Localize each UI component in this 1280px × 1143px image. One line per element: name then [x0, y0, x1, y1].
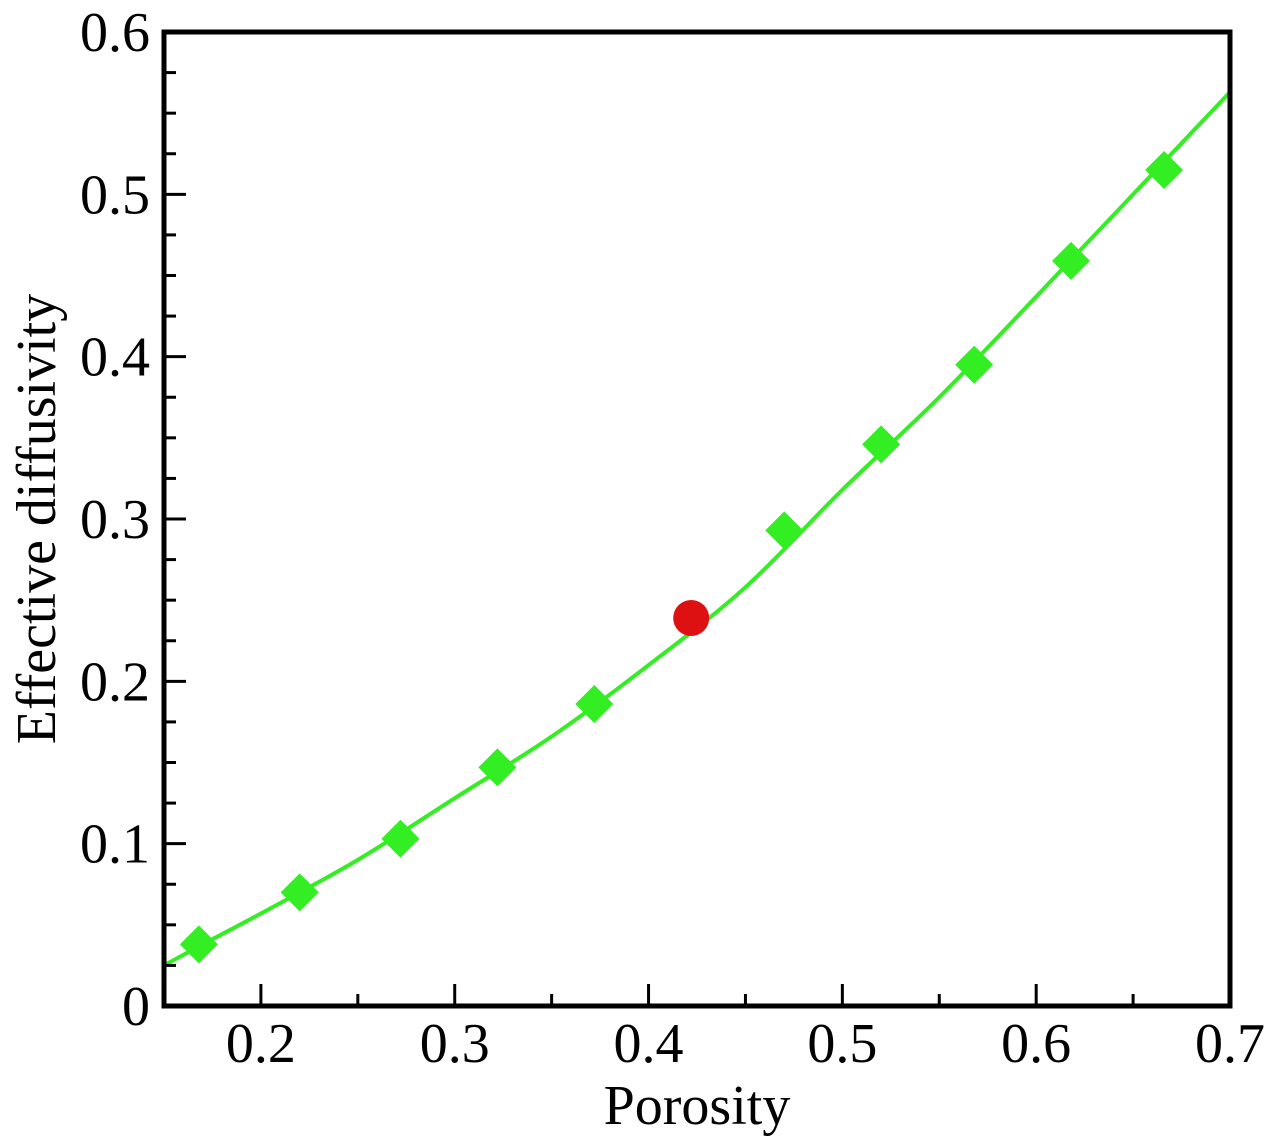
axis-ticks	[162, 30, 1232, 1008]
diamond-marker	[478, 748, 517, 787]
y-tick-label: 0.2	[80, 651, 150, 713]
series-curve	[163, 90, 1232, 968]
diamond-marker	[1052, 241, 1091, 280]
highlight-point	[673, 600, 710, 637]
y-tick-label: 0	[122, 976, 150, 1038]
diamond-marker	[179, 925, 218, 964]
x-tick-label: 0.7	[1195, 1013, 1265, 1075]
x-tick-label: 0.5	[807, 1013, 877, 1075]
diamond-marker	[862, 425, 901, 464]
x-axis-title: Porosity	[604, 1075, 791, 1137]
diamond-marker	[280, 873, 319, 912]
plot-area	[163, 90, 1232, 968]
x-tick-label: 0.3	[420, 1013, 490, 1075]
diamond-marker	[381, 819, 420, 858]
x-tick-label: 0.2	[226, 1013, 296, 1075]
y-tick-label: 0.3	[80, 489, 150, 551]
x-tick-label: 0.4	[614, 1013, 684, 1075]
y-tick-label: 0.4	[80, 327, 150, 389]
y-tick-label: 0.6	[80, 2, 150, 64]
tick-labels: 0.2 0.3 0.4 0.5 0.6 0.7 0 0.1 0.2 0.3 0.4 0.5 0.6	[80, 2, 1265, 1075]
x-tick-label: 0.6	[1001, 1013, 1071, 1075]
diamond-marker	[1145, 150, 1184, 189]
y-tick-label: 0.5	[80, 164, 150, 226]
diamond-marker	[955, 345, 994, 384]
plot-frame	[161, 29, 1233, 1009]
diamond-marker	[765, 511, 804, 550]
y-axis-title: Effective diffusivity	[6, 294, 68, 745]
diamond-marker	[575, 685, 614, 724]
y-tick-label: 0.1	[80, 814, 150, 876]
